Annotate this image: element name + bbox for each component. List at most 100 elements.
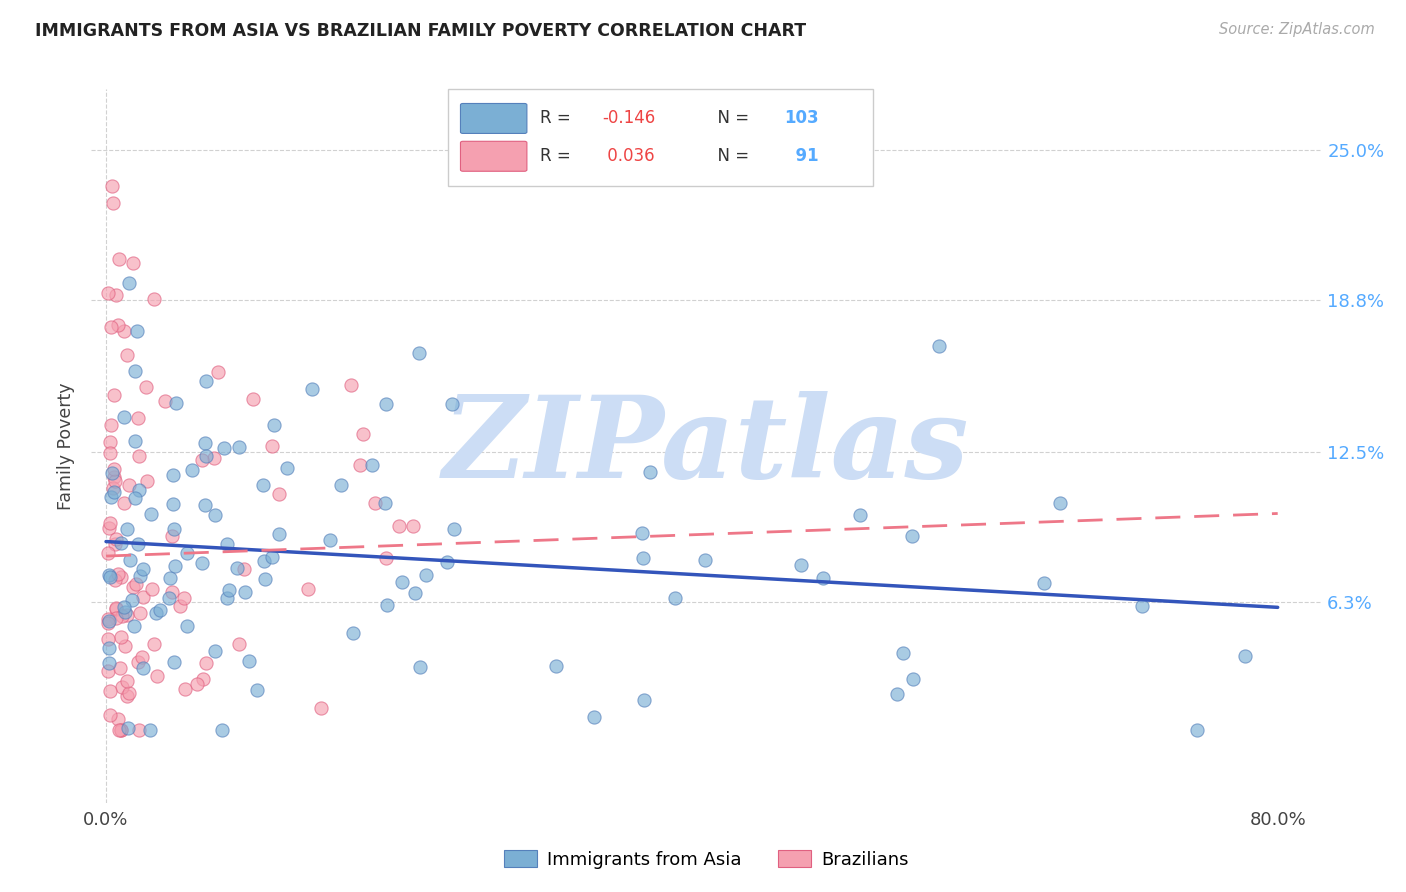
Point [340,378,363,392]
Point [360,458,382,472]
Point [98,684,121,698]
Point [115,689,138,703]
Point [97,546,120,560]
Text: R =: R = [540,110,576,128]
Point [110,608,132,623]
Point [630,525,652,540]
Point [146,669,169,683]
Point [162,496,184,510]
Point [163,522,186,536]
Point [105,532,128,546]
Point [98,435,121,450]
Point [122,618,145,632]
Point [135,380,157,394]
Point [180,463,202,477]
Point [107,318,129,332]
Point [96,286,118,301]
Point [97,632,120,646]
Point [364,496,387,510]
Point [157,591,180,606]
Point [100,707,122,722]
Point [110,723,132,738]
Point [138,723,160,738]
Point [186,677,208,691]
Point [103,485,125,500]
Point [162,468,184,483]
Point [191,672,214,686]
Point [789,558,811,573]
Point [191,453,214,467]
Point [886,687,908,701]
Point [145,606,167,620]
Text: ZIPatlas: ZIPatlas [443,391,970,501]
Point [232,561,254,575]
Point [104,474,127,488]
Point [104,574,127,588]
Point [193,436,215,450]
Point [207,365,229,379]
Point [436,556,458,570]
Point [260,549,283,564]
Point [402,519,425,533]
Point [319,533,342,548]
Text: R =: R = [540,147,576,165]
Point [169,599,191,613]
Point [136,474,159,488]
Legend: Immigrants from Asia, Brazilians: Immigrants from Asia, Brazilians [496,843,917,876]
Point [149,603,172,617]
Point [233,585,256,599]
Point [269,487,291,501]
Point [98,516,121,530]
Point [276,460,298,475]
Point [160,529,183,543]
Point [127,656,149,670]
Point [388,518,411,533]
Point [252,478,274,492]
Point [1049,496,1071,510]
Point [115,608,138,623]
Point [115,348,138,362]
Point [132,562,155,576]
Point [115,673,138,688]
Point [122,580,145,594]
Point [124,491,146,505]
Text: 0.036: 0.036 [602,147,655,165]
Point [928,338,950,352]
Point [374,397,396,411]
Point [103,481,125,495]
Point [112,600,135,615]
Point [128,449,150,463]
Y-axis label: Family Poverty: Family Poverty [58,383,76,509]
Point [98,445,121,459]
Point [194,450,217,464]
Point [100,417,122,432]
Point [110,536,132,550]
Point [638,465,661,479]
Point [104,537,127,551]
Point [97,664,120,678]
Point [693,553,716,567]
Point [409,660,432,674]
Point [127,536,149,550]
Point [132,591,155,605]
Point [122,255,145,269]
Point [103,195,125,210]
Point [96,612,118,626]
Point [128,483,150,498]
Point [352,426,374,441]
Point [582,710,605,724]
Point [115,523,138,537]
Point [124,364,146,378]
Point [408,346,430,360]
Text: 91: 91 [785,147,818,165]
Point [118,686,141,700]
Point [194,498,217,512]
Point [98,567,120,582]
Point [225,561,247,575]
Point [127,411,149,425]
Point [176,546,198,560]
Point [142,292,165,306]
Point [212,441,235,455]
Point [101,178,124,193]
Point [174,681,197,696]
